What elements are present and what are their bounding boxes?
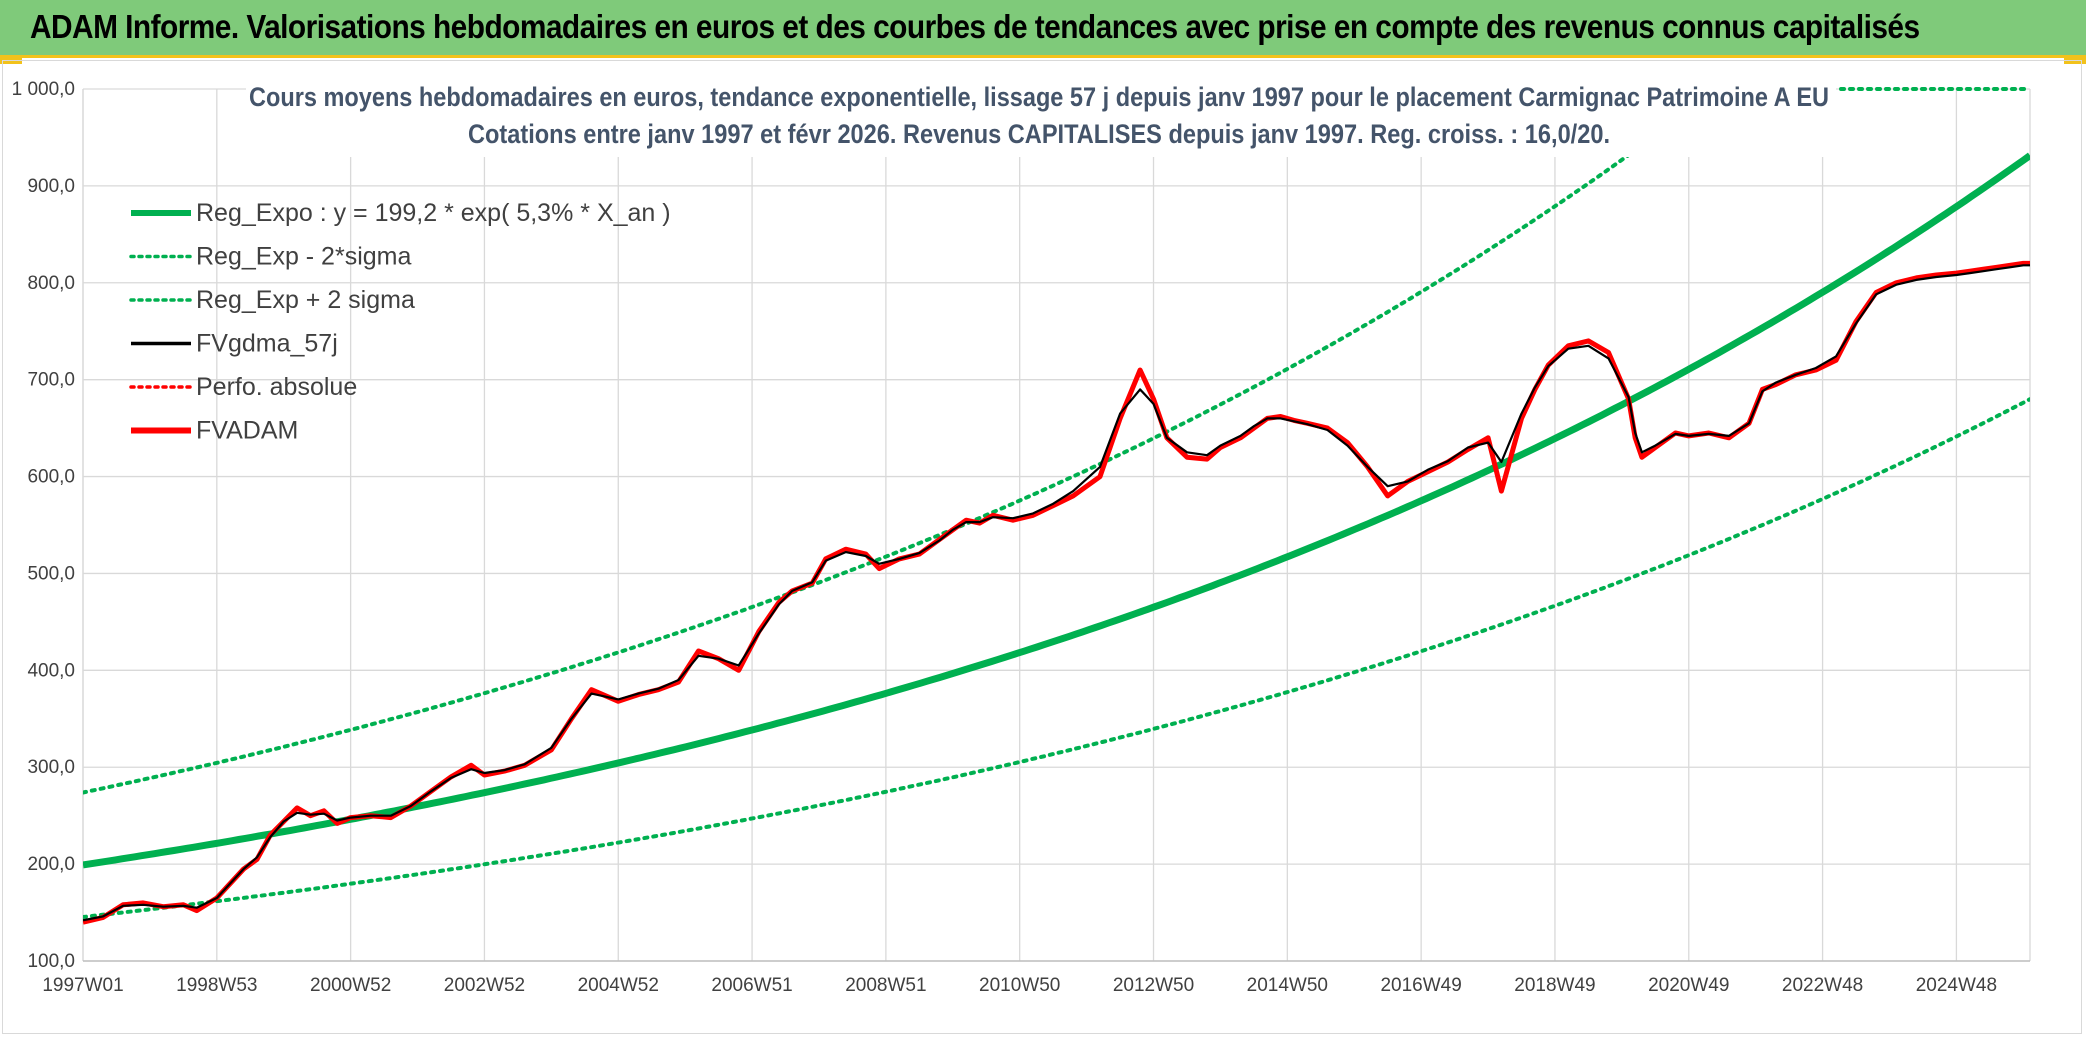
chart-title: Cours moyens hebdomadaires en euros, ten…	[246, 61, 1836, 157]
x-tick-label: 2024W48	[1916, 975, 1997, 996]
legend-label: Perfo. absolue	[196, 373, 357, 401]
x-tick-label: 2000W52	[310, 975, 391, 996]
plot-area	[83, 69, 2030, 925]
x-tick-label: 2014W50	[1247, 975, 1328, 996]
x-tick-label: 2016W49	[1380, 975, 1461, 996]
page-title: ADAM Informe. Valorisations hebdomadaire…	[30, 8, 1920, 45]
y-tick-label: 700,0	[27, 370, 75, 391]
line-chart: 100,0 200,0 300,0 400,0 500,0 600,0 700,0 800,0…	[12, 61, 2031, 996]
y-tick-label: 400,0	[27, 660, 75, 681]
chart-title-line1: Cours moyens hebdomadaires en euros, ten…	[249, 82, 1829, 112]
legend-label: FVgdma_57j	[196, 330, 338, 358]
corner-accent-right	[2064, 58, 2086, 64]
series-fvgdma-57j	[83, 264, 2030, 922]
x-tick-label: 1998W53	[176, 975, 257, 996]
y-tick-label: 200,0	[27, 854, 75, 875]
trend-lower-2sigma	[83, 397, 2030, 919]
chart-area: 100,0 200,0 300,0 400,0 500,0 600,0 700,0 800,0…	[2, 60, 2082, 1034]
legend: Reg_Expo : y = 199,2 * exp( 5,3% * X_an …	[129, 199, 671, 445]
x-tick-label: 2022W48	[1782, 975, 1863, 996]
y-tick-label: 100,0	[27, 951, 75, 972]
x-tick-label: 1997W01	[42, 975, 123, 996]
x-tick-label: 2018W49	[1514, 975, 1595, 996]
x-tick-label: 2010W50	[979, 975, 1060, 996]
y-tick-label: 600,0	[27, 467, 75, 488]
x-tick-label: 2012W50	[1113, 975, 1194, 996]
axes: 100,0 200,0 300,0 400,0 500,0 600,0 700,0 800,0…	[12, 79, 2030, 996]
header-banner: ADAM Informe. Valorisations hebdomadaire…	[0, 0, 2086, 58]
x-tick-label: 2006W51	[711, 975, 792, 996]
corner-accent-left	[0, 58, 22, 64]
chart-title-line2: Cotations entre janv 1997 et févr 2026. …	[468, 119, 1610, 149]
legend-label: Reg_Exp + 2 sigma	[196, 286, 415, 314]
x-tick-label: 2020W49	[1648, 975, 1729, 996]
x-tick-label: 2002W52	[444, 975, 525, 996]
legend-label: Reg_Expo : y = 199,2 * exp( 5,3% * X_an …	[196, 199, 671, 227]
legend-label: Reg_Exp - 2*sigma	[196, 243, 411, 271]
trend-upper-2sigma	[83, 69, 1747, 795]
y-tick-label: 1 000,0	[12, 79, 75, 100]
y-tick-label: 300,0	[27, 757, 75, 778]
series-fvadam	[83, 260, 2030, 925]
y-tick-label: 500,0	[27, 563, 75, 584]
x-tick-label: 2004W52	[578, 975, 659, 996]
y-tick-label: 900,0	[27, 176, 75, 197]
y-tick-label: 800,0	[27, 273, 75, 294]
legend-label: FVADAM	[196, 417, 298, 445]
title-background	[246, 61, 1836, 157]
x-tick-label: 2008W51	[845, 975, 926, 996]
